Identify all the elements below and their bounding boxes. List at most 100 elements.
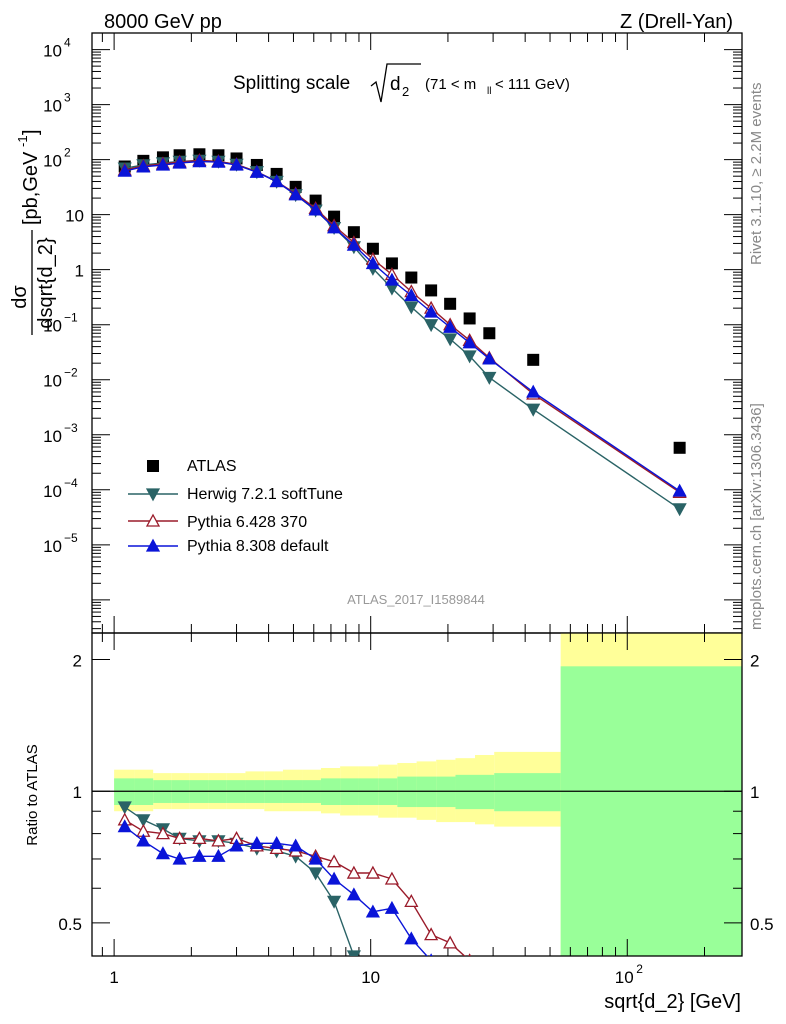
y-tick-label-base: 10 — [43, 152, 62, 171]
data-point-pythia8 — [288, 187, 303, 201]
uncertainty-band-inner — [560, 666, 742, 956]
ratio-point-pythia6 — [211, 833, 226, 847]
y-tick-label-exp: −1 — [64, 311, 78, 325]
data-point-pythia8 — [384, 272, 400, 286]
legend-label-herwig: Herwig 7.2.1 softTune — [187, 486, 343, 503]
y-tick-label-base: 10 — [43, 317, 62, 336]
y-tick-label-base: 10 — [43, 427, 62, 446]
data-point-herwig — [443, 333, 458, 347]
y-tick-label-exp: −5 — [64, 531, 78, 545]
ratio-series-herwig — [117, 801, 361, 956]
uncertainty-band-inner — [455, 774, 476, 810]
ratio-point-pythia6 — [365, 865, 380, 879]
legend-marker-pythia6 — [145, 513, 161, 527]
y-tick-label: 10 3 — [43, 91, 71, 116]
ratio-point-pythia6 — [468, 953, 472, 956]
y-tick-label-exp: −3 — [64, 421, 78, 435]
data-point-atlas — [385, 257, 398, 270]
data-point-pythia8 — [462, 335, 477, 349]
y-tick-label-base: 10 — [43, 482, 62, 501]
data-point-pythia8 — [155, 157, 171, 171]
data-point-pythia8 — [482, 351, 497, 365]
ratio-point-pythia8 — [326, 871, 342, 885]
uncertainty-band-inner — [416, 776, 437, 808]
rivet-label: Rivet 3.1.10, ≥ 2.2M events — [748, 83, 765, 266]
ratio-point-herwig — [346, 950, 361, 956]
ratio-point-herwig — [136, 814, 151, 828]
title-range-post: < 111 GeV) — [495, 76, 570, 93]
header-right: Z (Drell-Yan) — [620, 11, 733, 33]
legend-label-pythia8: Pythia 8.308 default — [187, 538, 329, 555]
ratio-y-tick-label-right: 1 — [750, 783, 759, 802]
ratio-y-tick-label-right: 0.5 — [750, 915, 774, 934]
ratio-point-pythia6 — [172, 831, 187, 845]
ylabel-units-sup: -1 — [15, 135, 30, 147]
ratio-point-pythia6 — [346, 865, 361, 879]
ratio-point-pythia8 — [269, 835, 284, 849]
data-point-pythia8 — [117, 163, 132, 177]
ratio-point-pythia8 — [192, 848, 207, 862]
data-point-pythia8 — [365, 256, 380, 270]
data-point-pythia8 — [526, 384, 541, 398]
ratio-y-tick-label: 2 — [73, 652, 82, 671]
ratio-point-pythia6 — [192, 831, 207, 845]
ratio-panel: 1 10 10 20.5 0.51 12 2 — [58, 632, 774, 987]
title-sqrt-arg: d — [390, 74, 401, 95]
y-tick-label-exp: −2 — [64, 366, 78, 380]
ratio-point-herwig — [326, 895, 342, 909]
legend: ATLAS Herwig 7.2.1 softTune Pythia 6.428… — [128, 458, 343, 555]
data-point-pythia8 — [269, 174, 284, 188]
data-point-atlas — [366, 242, 379, 255]
ratio-point-herwig — [308, 867, 323, 881]
sqrt-sign — [370, 63, 421, 103]
ylabel-units: [pb,GeV — [20, 151, 42, 225]
y-tick-label: 10 — [65, 207, 84, 226]
y-tick-label: 1 — [75, 262, 84, 281]
ratio-series-pythia6 — [117, 812, 472, 956]
ratio-point-pythia8 — [117, 819, 132, 833]
ratio-point-pythia8 — [365, 904, 380, 918]
x-tick-label-base: 10 — [615, 968, 634, 987]
ratio-point-pythia6 — [155, 826, 171, 840]
ratio-series-pythia8 — [117, 819, 433, 956]
x-tick-label-base: 10 — [361, 968, 380, 987]
y-tick-label-base: 10 — [43, 42, 62, 61]
data-point-herwig — [672, 503, 687, 517]
data-point-herwig — [526, 403, 541, 417]
x-tick-label-base: 1 — [109, 968, 118, 987]
y-tick-label: 10 −2 — [43, 366, 78, 391]
ratio-y-tick-label: 1 — [73, 783, 82, 802]
ratio-point-herwig — [117, 801, 132, 815]
data-point-pythia8 — [443, 319, 458, 333]
legend-marker-herwig — [145, 488, 161, 502]
data-point-atlas — [527, 353, 540, 366]
x-tick-label-exp: 2 — [636, 962, 643, 976]
data-point-pythia8 — [229, 157, 244, 171]
uncertainty-band-inner — [494, 773, 561, 812]
y-tick-label-base: 1 — [75, 262, 84, 281]
y-tick-label: 10 −3 — [43, 421, 78, 446]
data-point-pythia8 — [308, 202, 323, 216]
mcplots-label: mcplots.cern.ch [arXiv:1306.3436] — [748, 403, 765, 630]
uncertainty-band-inner — [475, 774, 495, 810]
data-point-pythia8 — [424, 304, 439, 318]
series-line-pythia6 — [124, 159, 680, 493]
ratio-point-pythia6 — [404, 893, 419, 908]
y-tick-label: 10 −1 — [43, 311, 78, 336]
ylabel-numer: dσ — [9, 285, 31, 309]
uncertainty-band-inner — [436, 776, 456, 808]
y-tick-label-exp: −4 — [64, 476, 78, 490]
ratio-point-pythia6 — [326, 854, 342, 868]
ratio-point-pythia6 — [443, 935, 458, 949]
y-tick-label-base: 10 — [43, 97, 62, 116]
legend-label-pythia6: Pythia 6.428 370 — [187, 514, 307, 531]
y-tick-label-exp: 2 — [64, 146, 71, 160]
series-line-pythia8 — [124, 160, 680, 492]
ratio-point-pythia8 — [384, 900, 400, 914]
ratio-y-tick-label-right: 2 — [750, 652, 759, 671]
title-main: Splitting scale — [233, 73, 350, 94]
y-tick-label-exp: 3 — [64, 91, 71, 105]
ratio-point-pythia8 — [155, 846, 171, 860]
data-point-pythia8 — [326, 220, 342, 234]
